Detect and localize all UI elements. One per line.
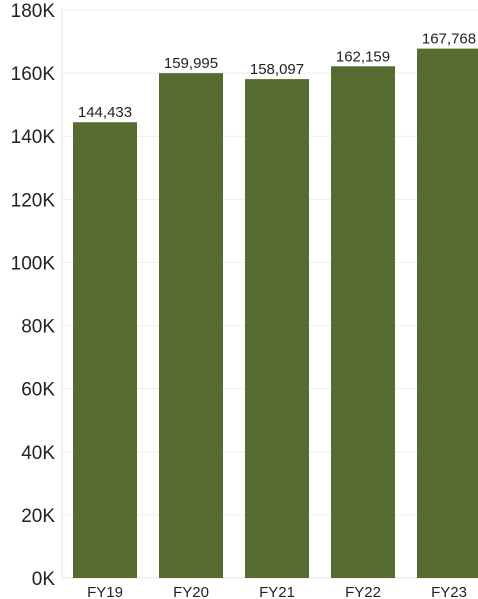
- bar-fy23[interactable]: [417, 48, 478, 578]
- bar-fy20[interactable]: [159, 73, 223, 578]
- x-tick-label: FY23: [431, 584, 467, 599]
- axes: 0K 20K 40K 60K 80K 100K 120K 140K 160K 180K FY19 FY…: [11, 1, 478, 599]
- bars: [73, 48, 478, 578]
- y-tick-label: 40K: [21, 443, 55, 464]
- x-tick-label: FY22: [345, 584, 381, 599]
- data-label-fy20: 159,995: [164, 55, 218, 72]
- bar-fy21[interactable]: [245, 79, 309, 578]
- y-tick-label: 20K: [21, 506, 55, 527]
- y-tick-label: 120K: [11, 190, 56, 211]
- data-label-fy23: 167,768: [422, 31, 476, 48]
- x-tick-label: FY19: [87, 584, 123, 599]
- x-tick-label: FY20: [173, 584, 209, 599]
- y-tick-label: 60K: [21, 380, 55, 401]
- y-tick-label: 180K: [11, 1, 56, 22]
- y-tick-label: 0K: [32, 569, 56, 590]
- bar-fy22[interactable]: [331, 66, 395, 578]
- y-tick-label: 140K: [11, 127, 56, 148]
- data-label-fy22: 162,159: [336, 48, 390, 65]
- data-label-fy19: 144,433: [78, 104, 132, 121]
- x-tick-label: FY21: [259, 584, 295, 599]
- data-labels: 144,433 159,995 158,097 162,159 167,768: [78, 31, 476, 122]
- bar-fy19[interactable]: [73, 122, 137, 578]
- data-label-fy21: 158,097: [250, 61, 304, 78]
- y-tick-label: 100K: [11, 253, 56, 274]
- y-tick-label: 160K: [11, 64, 56, 85]
- y-tick-label: 80K: [21, 317, 55, 338]
